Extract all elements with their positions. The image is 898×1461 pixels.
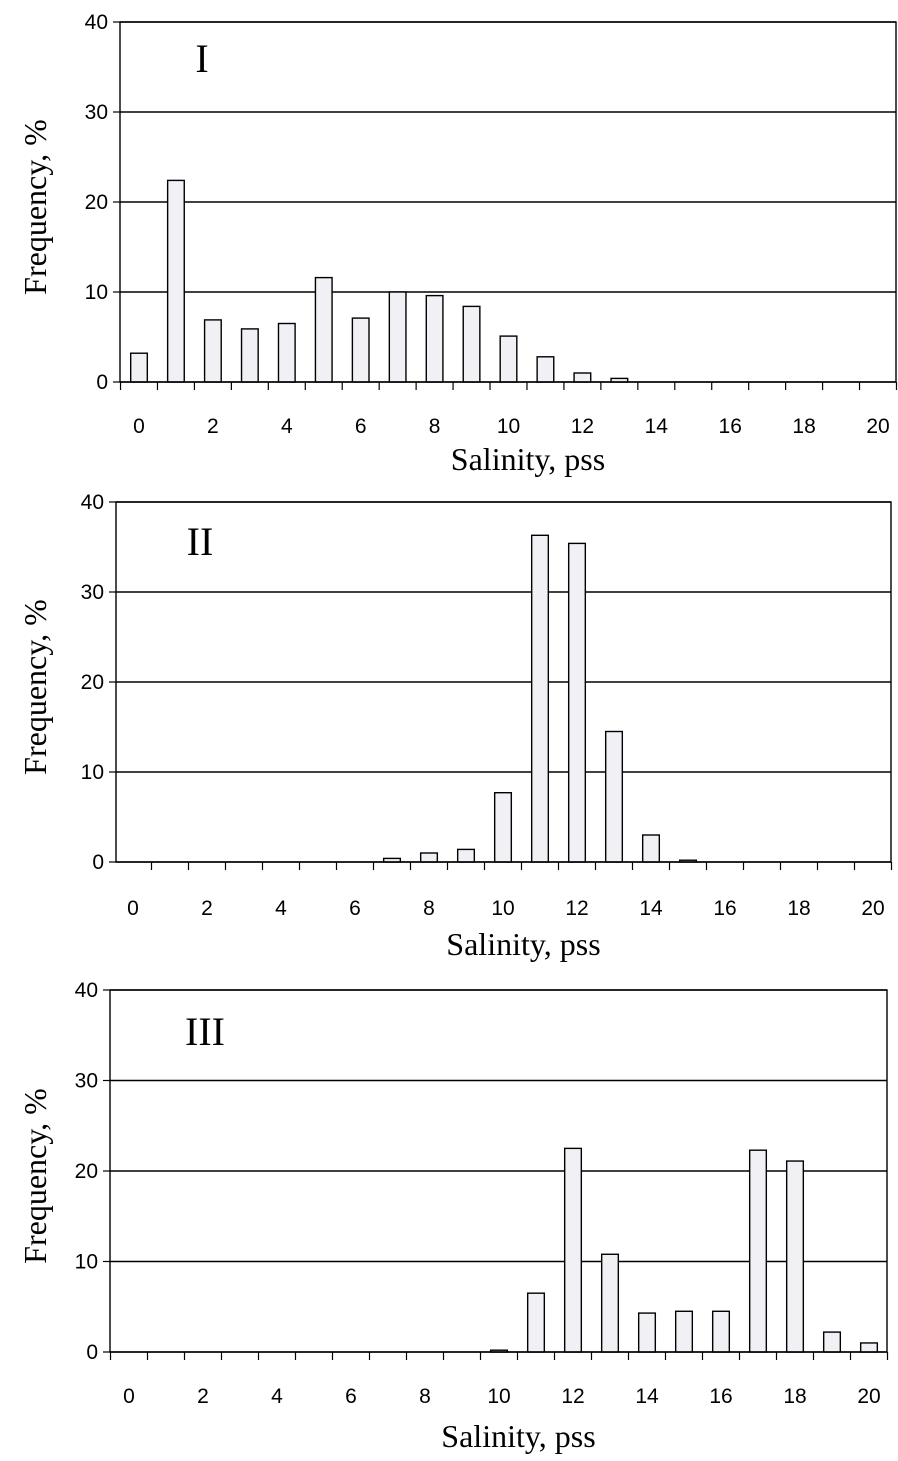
y-tick-label: 0 (92, 851, 104, 874)
panel-label: I (195, 36, 208, 81)
bar (641, 834, 661, 863)
x-tick-label: 10 (491, 897, 514, 920)
panel-label: II (187, 519, 214, 564)
x-tick-label: 2 (201, 897, 213, 920)
bar (567, 542, 587, 863)
bar (277, 322, 296, 383)
y-tick-label: 30 (85, 101, 108, 124)
x-tick-label: 0 (133, 415, 145, 438)
y-tick-label: 20 (75, 1160, 98, 1183)
bar (637, 1312, 657, 1353)
x-tick-label: 12 (565, 897, 588, 920)
y-tick-label: 20 (81, 671, 104, 694)
x-tick-label: 12 (571, 415, 594, 438)
x-tick-label: 8 (429, 415, 441, 438)
bar (711, 1310, 731, 1353)
x-tick-label: 16 (713, 897, 736, 920)
y-axis-title: Frequency, % (17, 599, 53, 775)
x-tick-label: 20 (866, 415, 889, 438)
bar (536, 356, 555, 383)
y-tick-label: 10 (75, 1251, 98, 1274)
x-tick-label: 4 (271, 1385, 283, 1408)
x-tick-label: 14 (639, 897, 663, 920)
bar (388, 291, 407, 383)
bar (600, 1253, 620, 1353)
salinity-histogram-panel-ii: 0 10 20 30 40 0 2 4 6 8 10 12 14 16 18 20 Salinity, pss F… (17, 491, 893, 962)
salinity-histogram-panel-i: 0 10 20 30 40 0 2 4 6 8 10 12 14 16 18 20 Salinity, pss F… (17, 11, 898, 477)
y-axis-title: Frequency, % (17, 1088, 53, 1264)
x-tick-label: 14 (635, 1385, 659, 1408)
bar (456, 848, 476, 863)
y-tick-label: 0 (86, 1341, 98, 1364)
bar (129, 352, 149, 383)
x-tick-label: 6 (355, 415, 367, 438)
bar (530, 534, 550, 863)
bar (203, 319, 222, 383)
x-tick-label: 20 (857, 1385, 880, 1408)
x-tick-label: 18 (783, 1385, 806, 1408)
x-axis-title: Salinity, pss (441, 1418, 595, 1454)
x-axis-title: Salinity, pss (446, 926, 600, 962)
x-tick-label: 12 (561, 1385, 584, 1408)
y-tick-label: 40 (85, 11, 108, 34)
panel-label: III (185, 1009, 225, 1054)
y-tick-label: 40 (75, 979, 98, 1002)
y-tick-label: 20 (85, 191, 108, 214)
x-tick-label: 8 (419, 1385, 431, 1408)
x-tick-label: 4 (275, 897, 287, 920)
bar (604, 730, 624, 863)
bar (785, 1160, 805, 1353)
bar (526, 1292, 546, 1353)
bar (351, 317, 370, 383)
bar (419, 852, 439, 863)
x-tick-label: 6 (345, 1385, 357, 1408)
bar (493, 792, 513, 863)
bar (859, 1342, 879, 1353)
x-tick-label: 18 (792, 415, 815, 438)
y-tick-label: 10 (81, 761, 104, 784)
y-tick-label: 0 (96, 371, 108, 394)
bar (822, 1331, 842, 1353)
x-tick-label: 14 (645, 415, 669, 438)
x-tick-label: 20 (861, 897, 884, 920)
x-tick-label: 0 (123, 1385, 135, 1408)
bar (499, 335, 518, 383)
bar (166, 179, 185, 383)
bar (674, 1310, 694, 1353)
bar (462, 305, 481, 383)
bar (314, 276, 333, 383)
y-tick-label: 30 (75, 1070, 98, 1093)
x-tick-label: 2 (207, 415, 219, 438)
y-tick-label: 40 (81, 491, 104, 514)
bar (563, 1147, 583, 1353)
x-tick-label: 16 (719, 415, 742, 438)
x-tick-label: 10 (487, 1385, 510, 1408)
x-tick-label: 4 (281, 415, 293, 438)
x-tick-label: 16 (709, 1385, 732, 1408)
x-tick-label: 0 (127, 897, 139, 920)
bar (748, 1149, 768, 1353)
x-axis-title: Salinity, pss (451, 441, 605, 477)
bar (573, 372, 592, 383)
x-tick-label: 2 (197, 1385, 209, 1408)
x-tick-label: 8 (423, 897, 435, 920)
bar (240, 328, 259, 383)
y-axis-title: Frequency, % (17, 119, 53, 295)
bar (425, 294, 444, 383)
x-tick-label: 10 (497, 415, 520, 438)
y-tick-label: 30 (81, 581, 104, 604)
x-tick-label: 6 (349, 897, 361, 920)
y-tick-label: 10 (85, 281, 108, 304)
salinity-histogram-panel-iii: 0 10 20 30 40 0 2 4 6 8 10 12 14 16 18 20 Salinity, pss F… (17, 979, 889, 1454)
x-tick-label: 18 (787, 897, 810, 920)
